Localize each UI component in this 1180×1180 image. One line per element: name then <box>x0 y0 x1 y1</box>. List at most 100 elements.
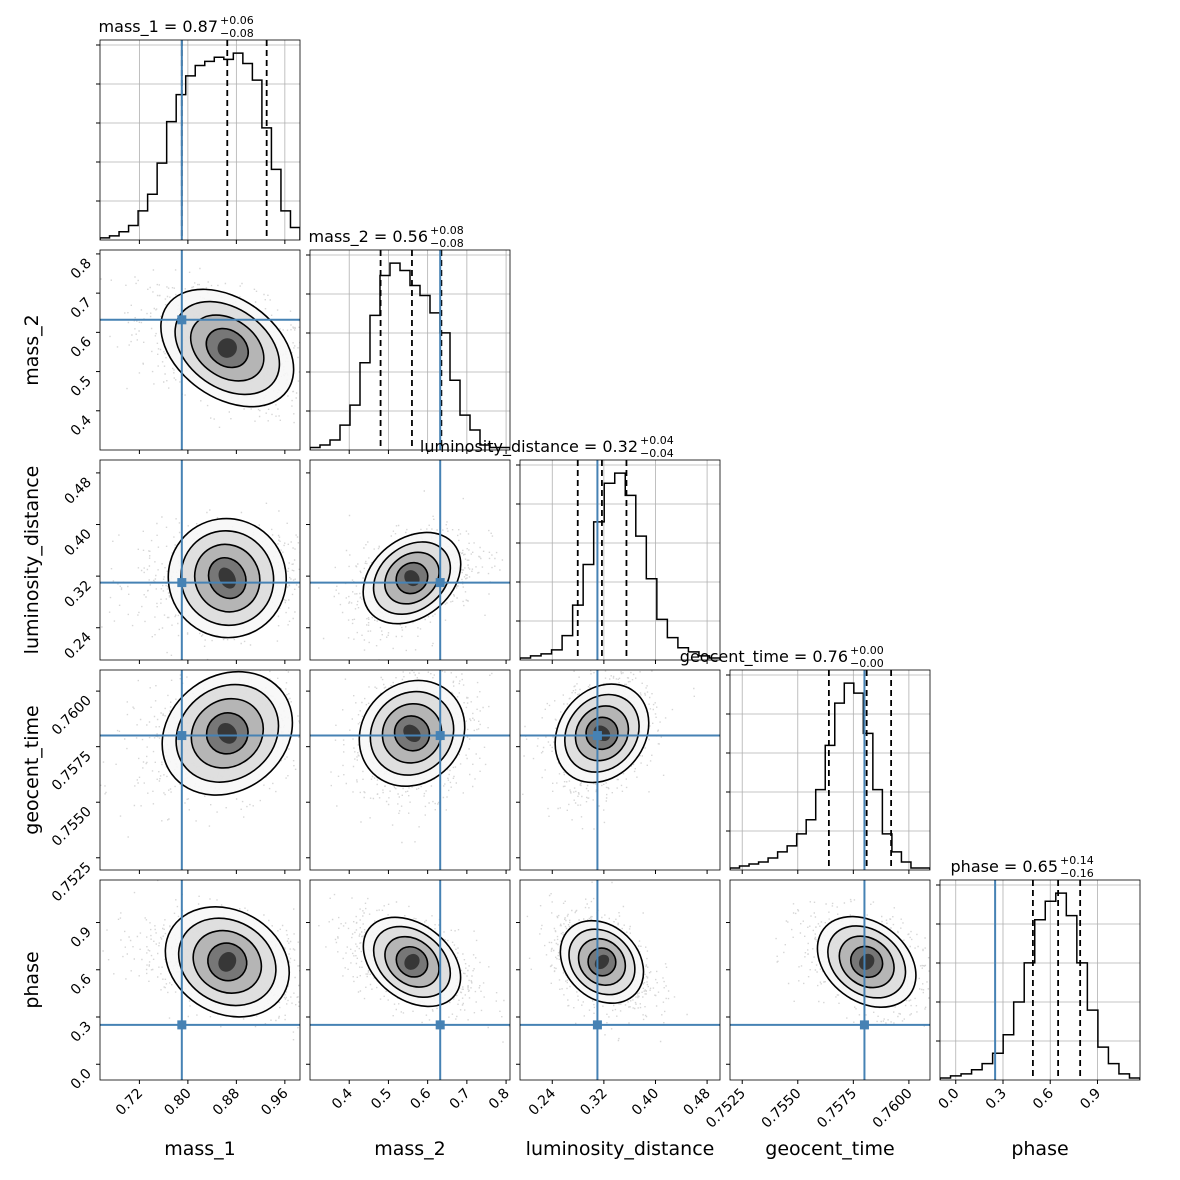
x-tick-label: 0.80 <box>161 1086 194 1119</box>
truth-marker <box>859 1020 869 1030</box>
histogram-phase <box>940 892 1140 1080</box>
x-tick-label: 0.3 <box>983 1086 1010 1113</box>
x-tick-label: 0.8 <box>486 1086 513 1113</box>
x-tick-label: 0.88 <box>210 1086 243 1119</box>
y-tick-label: 0.0 <box>68 1066 95 1093</box>
x-tick-label: 0.9 <box>1077 1086 1104 1113</box>
title-main: geocent_time = 0.76 <box>680 647 848 667</box>
density-contour <box>858 953 875 970</box>
y-tick-label: 0.7550 <box>49 804 95 850</box>
title-subscript: −0.08 <box>430 237 464 250</box>
histogram-panel-phase: phase = 0.65 +0.14−0.16 <box>936 854 1141 1084</box>
density-contour <box>403 724 421 743</box>
truth-marker <box>435 578 445 588</box>
panel-frame <box>99 459 301 661</box>
truth-marker <box>435 731 445 741</box>
x-tick-label: 0.24 <box>526 1085 559 1118</box>
scatter-panel-mass_1-vs-mass_2 <box>96 249 301 454</box>
scatter-panel-mass_2-vs-geocent_time <box>306 669 511 874</box>
title-superscript: +0.08 <box>430 224 464 237</box>
density-contour <box>218 952 237 972</box>
histogram-panel-geocent_time: geocent_time = 0.76 +0.00−0.00 <box>680 644 931 874</box>
title-subscript: −0.08 <box>220 27 254 40</box>
panel-frame <box>99 669 301 871</box>
y-axis-label: geocent_time <box>21 705 43 834</box>
x-axis-label: geocent_time <box>765 1138 894 1160</box>
panel-frame <box>729 879 931 1081</box>
y-tick-label: 0.24 <box>61 629 94 662</box>
scatter-panel-luminosity_distance-vs-geocent_time <box>516 669 721 874</box>
title-superscript: +0.04 <box>640 434 674 447</box>
histogram-mass_1 <box>100 52 300 240</box>
y-tick-label: 0.6 <box>68 334 95 361</box>
x-axis-label: mass_2 <box>374 1138 446 1160</box>
y-tick-label: 0.7 <box>68 295 95 322</box>
panel-frame <box>519 669 721 871</box>
scatter-panel-mass_2-vs-phase <box>306 879 511 1084</box>
x-axis-label: mass_1 <box>164 1138 236 1160</box>
panel-title: mass_2 = 0.56 +0.08−0.08 <box>309 224 464 250</box>
panel-frame <box>99 249 301 451</box>
x-tick-label: 0.0 <box>936 1086 963 1113</box>
scatter-panel-mass_1-vs-luminosity_distance <box>96 459 301 664</box>
x-tick-label: 0.7600 <box>870 1086 916 1132</box>
histogram-geocent_time <box>730 682 930 870</box>
histogram-mass_2 <box>310 262 510 450</box>
title-superscript: +0.00 <box>850 644 884 657</box>
title-superscript: +0.14 <box>1060 854 1094 867</box>
y-axis-label: luminosity_distance <box>21 466 43 655</box>
title-subscript: −0.04 <box>640 447 674 460</box>
y-axis-label: mass_2 <box>21 314 43 386</box>
scatter-panel-mass_1-vs-geocent_time <box>96 669 301 874</box>
panel-frame <box>519 879 721 1081</box>
panel-title: mass_1 = 0.87 +0.06−0.08 <box>99 14 254 40</box>
panel-title: luminosity_distance = 0.32 +0.04−0.04 <box>420 434 674 460</box>
histogram-panel-mass_1: mass_1 = 0.87 +0.06−0.08 <box>96 14 301 244</box>
title-main: phase = 0.65 <box>951 857 1058 876</box>
x-tick-label: 0.7525 <box>703 1086 749 1132</box>
y-tick-label: 0.4 <box>68 412 95 439</box>
x-tick-label: 0.40 <box>629 1086 662 1119</box>
truth-marker <box>177 578 187 588</box>
title-subscript: −0.16 <box>1060 867 1094 880</box>
x-axis-label: luminosity_distance <box>526 1138 715 1160</box>
title-main: mass_1 = 0.87 <box>99 17 218 37</box>
scatter-points <box>318 490 504 660</box>
scatter-panel-luminosity_distance-vs-phase <box>516 879 721 1084</box>
x-tick-label: 0.4 <box>329 1085 356 1112</box>
y-tick-label: 0.7600 <box>49 693 95 739</box>
truth-marker <box>592 731 602 741</box>
x-tick-label: 0.96 <box>258 1085 291 1118</box>
density-contour <box>217 338 237 358</box>
histogram-panel-mass_2: mass_2 = 0.56 +0.08−0.08 <box>306 224 511 454</box>
panel-title: geocent_time = 0.76 +0.00−0.00 <box>680 644 884 670</box>
x-axis-label: phase <box>1011 1138 1068 1160</box>
truth-marker <box>435 1020 445 1030</box>
histogram-luminosity_distance <box>520 472 720 660</box>
x-tick-label: 0.7550 <box>759 1086 805 1132</box>
y-tick-label: 0.5 <box>68 373 95 400</box>
y-axis-label: phase <box>21 951 43 1008</box>
panel-frame <box>309 879 511 1081</box>
panel-frame <box>309 669 511 871</box>
scatter-panel-geocent_time-vs-phase <box>726 879 931 1084</box>
truth-marker <box>592 1020 602 1030</box>
scatter-panel-mass_1-vs-phase <box>96 879 301 1084</box>
title-main: luminosity_distance = 0.32 <box>420 437 638 457</box>
title-main: mass_2 = 0.56 <box>309 227 428 247</box>
x-tick-label: 0.5 <box>368 1086 395 1113</box>
y-tick-label: 0.7525 <box>49 859 95 905</box>
y-tick-label: 0.9 <box>68 924 95 951</box>
y-tick-label: 0.3 <box>68 1019 95 1046</box>
scatter-panel-mass_2-vs-luminosity_distance <box>306 459 511 664</box>
title-subscript: −0.00 <box>850 657 884 670</box>
y-tick-label: 0.8 <box>68 255 95 282</box>
x-tick-label: 0.6 <box>1030 1085 1057 1112</box>
y-tick-label: 0.7575 <box>49 748 95 794</box>
panel-frame <box>99 39 301 241</box>
panel-frame <box>519 459 721 661</box>
density-contour <box>217 722 238 744</box>
y-tick-label: 0.40 <box>61 526 94 559</box>
panel-title: phase = 0.65 +0.14−0.16 <box>951 854 1094 880</box>
